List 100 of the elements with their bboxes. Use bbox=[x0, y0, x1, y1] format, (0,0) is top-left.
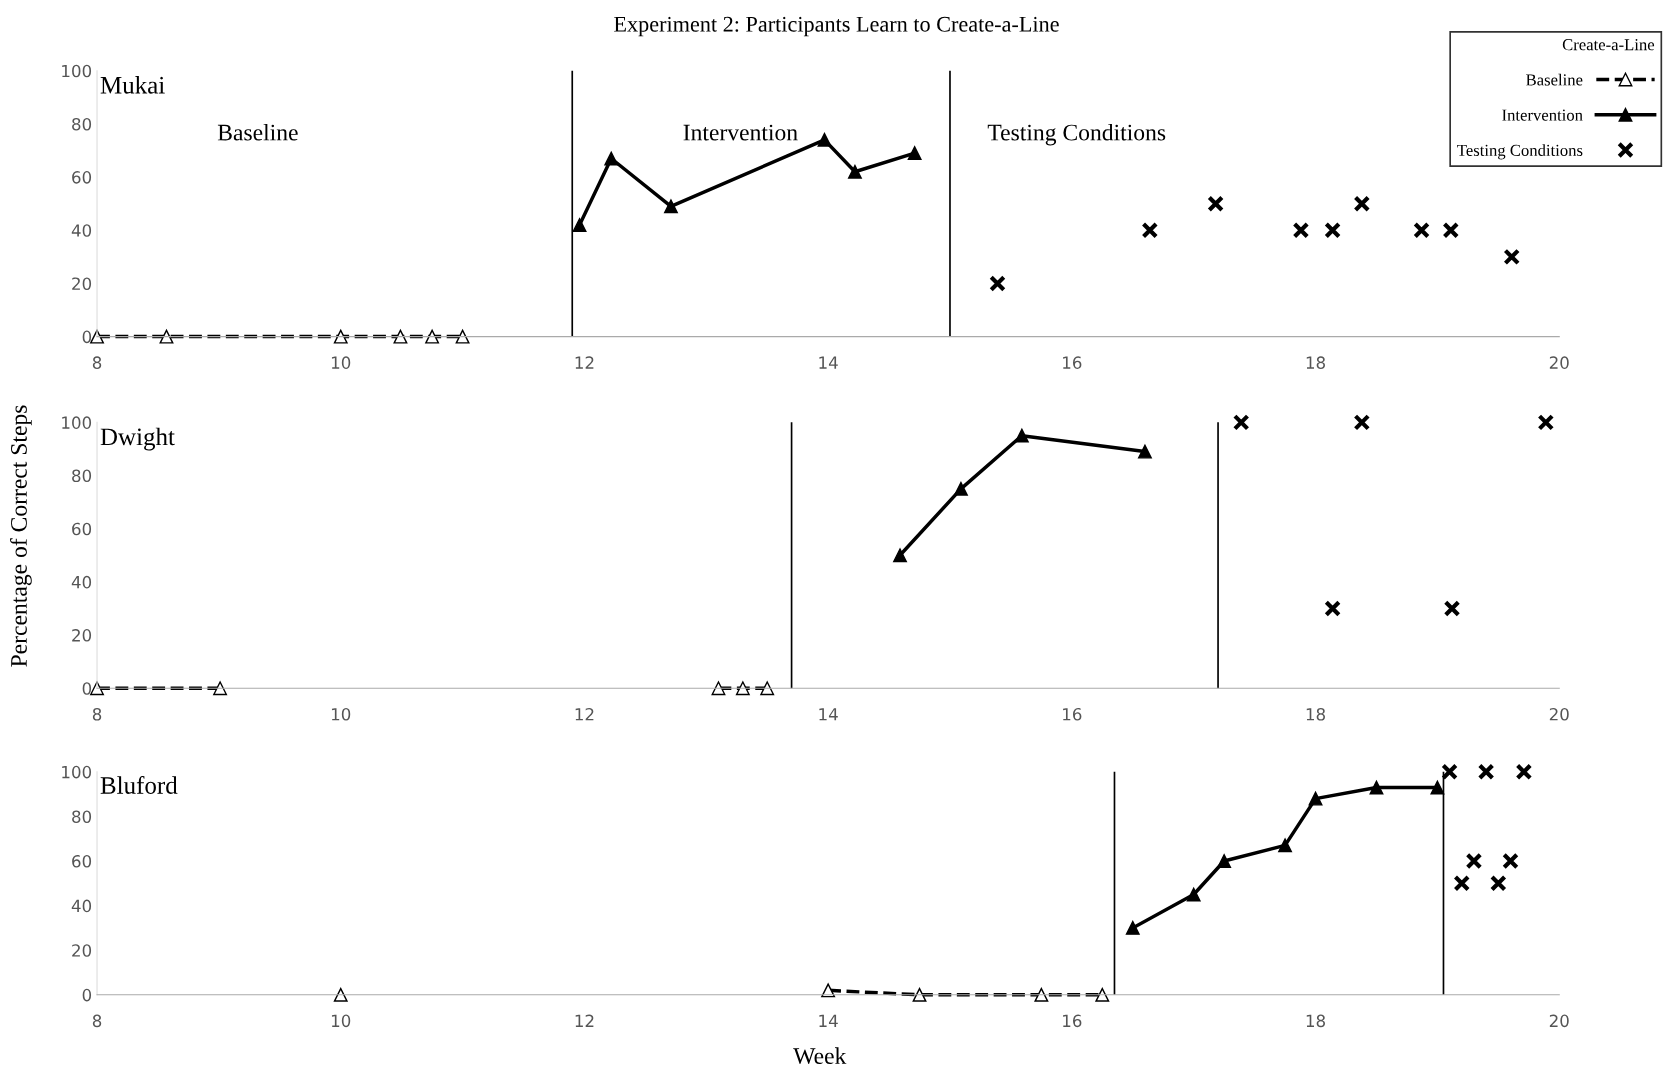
x-tick-label: 14 bbox=[819, 356, 838, 369]
x-tick-label: 10 bbox=[331, 356, 351, 369]
point bbox=[989, 275, 1006, 292]
annotation: Intervention bbox=[683, 124, 798, 141]
point bbox=[664, 199, 678, 214]
x-tick-label: 8 bbox=[92, 707, 102, 721]
point bbox=[159, 329, 174, 344]
point bbox=[1353, 414, 1371, 431]
x-tick-label: 16 bbox=[1063, 707, 1082, 721]
x-tick-label: 8 bbox=[92, 356, 102, 369]
y-tick-label: 20 bbox=[72, 277, 92, 291]
annotation: Dwight bbox=[100, 427, 175, 451]
point bbox=[847, 164, 862, 179]
y-tick-label: 40 bbox=[71, 575, 92, 589]
x-tick-label: 20 bbox=[1549, 1014, 1569, 1028]
point bbox=[1308, 791, 1323, 806]
y-tick-label: 60 bbox=[72, 171, 92, 184]
point bbox=[1217, 854, 1232, 868]
point bbox=[1324, 221, 1341, 239]
point bbox=[1430, 780, 1445, 795]
point bbox=[735, 681, 750, 696]
point bbox=[817, 132, 832, 147]
x-tick-label: 16 bbox=[1063, 356, 1082, 369]
point bbox=[1465, 852, 1483, 870]
point bbox=[1014, 428, 1029, 443]
point bbox=[1034, 987, 1049, 1002]
point bbox=[1442, 221, 1460, 239]
y-tick-label: 60 bbox=[72, 854, 92, 868]
point bbox=[1125, 920, 1140, 935]
legend-label: Testing Conditions bbox=[1457, 144, 1583, 160]
annotation: Baseline bbox=[217, 123, 298, 141]
point bbox=[1141, 221, 1159, 239]
point bbox=[1095, 987, 1110, 1002]
point bbox=[1232, 414, 1250, 431]
y-tick-label: 20 bbox=[72, 629, 92, 642]
point bbox=[1477, 763, 1495, 781]
point bbox=[1413, 221, 1430, 239]
x-tick-label: 20 bbox=[1549, 707, 1569, 721]
x-tick-label: 8 bbox=[92, 1014, 102, 1028]
point bbox=[1441, 763, 1458, 781]
annotation: Bluford bbox=[100, 776, 178, 794]
point bbox=[1503, 248, 1521, 266]
point bbox=[1353, 195, 1371, 213]
x-tick-label: 18 bbox=[1306, 707, 1325, 721]
y-axis-title: Percentage of Correct Steps bbox=[10, 405, 32, 667]
point bbox=[604, 151, 619, 166]
y-tick-label: 60 bbox=[72, 522, 92, 536]
point bbox=[1453, 874, 1471, 892]
point bbox=[1515, 763, 1533, 781]
chart-title: Experiment 2: Participants Learn to Create-a-Line bbox=[614, 16, 1059, 37]
x-tick-label: 12 bbox=[575, 1014, 594, 1027]
point bbox=[1138, 444, 1152, 459]
y-tick-label: 80 bbox=[72, 117, 92, 131]
y-tick-label: 100 bbox=[62, 416, 92, 429]
y-tick-label: 80 bbox=[72, 810, 92, 823]
x-tick-label: 12 bbox=[575, 356, 594, 369]
point bbox=[393, 329, 408, 344]
point bbox=[1443, 600, 1461, 617]
point bbox=[333, 987, 348, 1002]
point bbox=[1369, 780, 1384, 795]
point bbox=[954, 481, 968, 496]
y-tick-label: 0 bbox=[82, 988, 92, 1002]
y-tick-label: 100 bbox=[62, 64, 92, 78]
point bbox=[1292, 221, 1310, 239]
point bbox=[1502, 852, 1519, 870]
point bbox=[572, 218, 587, 232]
x-tick-label: 12 bbox=[575, 707, 594, 721]
y-tick-label: 40 bbox=[71, 899, 92, 913]
point bbox=[1489, 874, 1507, 892]
y-tick-label: 0 bbox=[82, 330, 92, 344]
legend-label: Intervention bbox=[1502, 109, 1583, 121]
point bbox=[333, 329, 348, 344]
legend-label: Baseline bbox=[1526, 73, 1583, 86]
legend-title: Create-a-Line bbox=[1562, 39, 1655, 51]
annotation: Mukai bbox=[100, 76, 165, 94]
x-tick-label: 18 bbox=[1306, 356, 1325, 369]
y-tick-label: 40 bbox=[71, 224, 92, 237]
x-tick-label: 10 bbox=[331, 1014, 351, 1028]
point bbox=[912, 987, 927, 1002]
point bbox=[455, 329, 470, 344]
point bbox=[425, 329, 440, 344]
x-tick-label: 18 bbox=[1306, 1014, 1325, 1028]
x-tick-label: 16 bbox=[1063, 1014, 1082, 1028]
point bbox=[893, 548, 907, 563]
point bbox=[1278, 838, 1293, 853]
x-tick-label: 20 bbox=[1549, 356, 1569, 369]
point bbox=[213, 681, 228, 696]
annotation: Testing Conditions bbox=[987, 123, 1166, 146]
point bbox=[1324, 600, 1341, 617]
x-tick-label: 10 bbox=[331, 707, 351, 721]
point bbox=[1537, 414, 1555, 431]
point bbox=[1207, 195, 1224, 213]
y-tick-label: 0 bbox=[82, 682, 92, 695]
y-tick-label: 20 bbox=[72, 944, 92, 957]
y-tick-label: 100 bbox=[62, 765, 92, 779]
x-tick-label: 14 bbox=[819, 708, 838, 721]
x-tick-label: 14 bbox=[819, 1014, 838, 1027]
point bbox=[760, 681, 775, 696]
point bbox=[711, 681, 726, 696]
point bbox=[907, 146, 922, 161]
